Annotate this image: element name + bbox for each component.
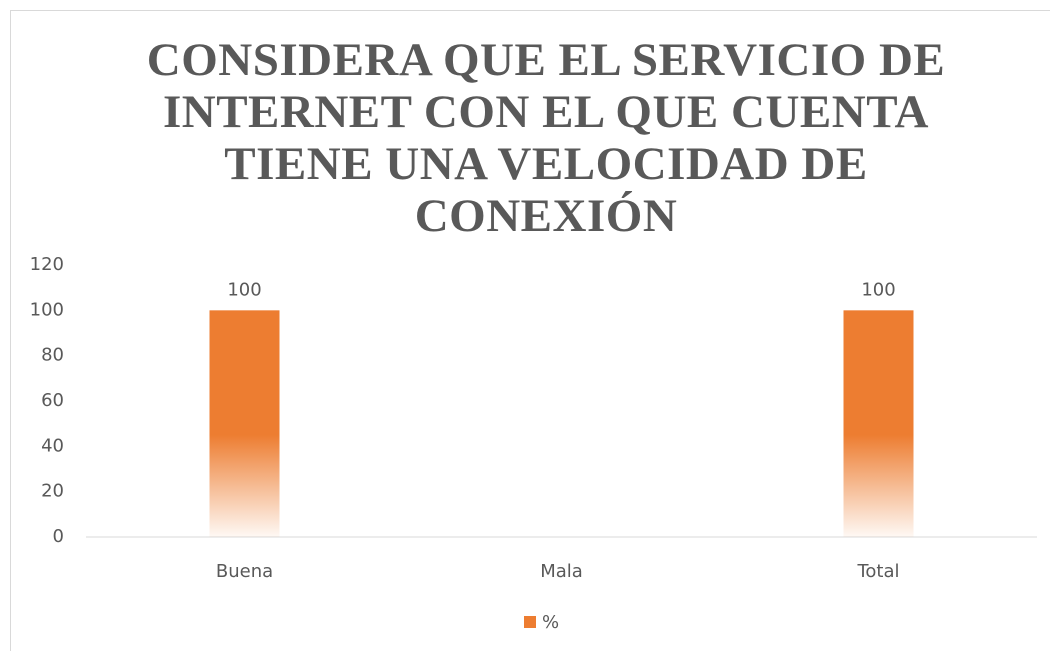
y-tick-label: 80 (41, 345, 64, 366)
y-tick-label: 20 (41, 481, 64, 502)
data-label: 100 (861, 279, 895, 300)
y-tick-label: 40 (41, 435, 64, 456)
y-tick-label: 100 (30, 299, 64, 320)
y-tick-label: 0 (53, 526, 64, 547)
legend-swatch (524, 616, 536, 628)
x-tick-label: Buena (216, 561, 273, 582)
chart-border (10, 10, 1050, 651)
legend-label: % (542, 612, 559, 633)
bar (209, 310, 280, 537)
data-label: 100 (227, 279, 261, 300)
bar (843, 310, 914, 537)
x-tick-label: Mala (540, 561, 583, 582)
y-tick-label: 120 (30, 254, 64, 275)
y-tick-label: 60 (41, 390, 64, 411)
x-tick-label: Total (856, 561, 899, 582)
chart-title: CONSIDERA QUE EL SERVICIO DE INTERNET CO… (146, 34, 946, 242)
